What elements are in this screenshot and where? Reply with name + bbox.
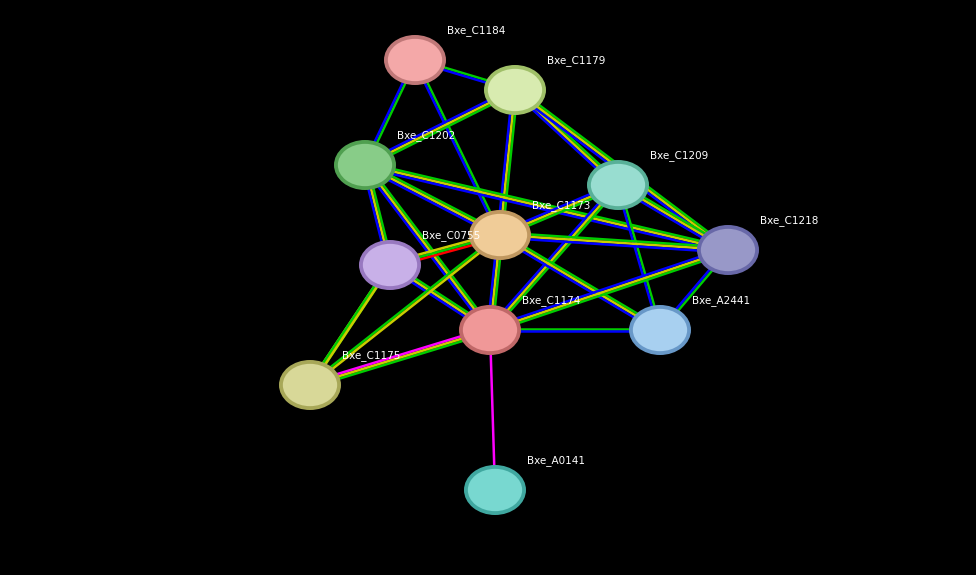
Text: Bxe_C1218: Bxe_C1218 [760,215,818,226]
Ellipse shape [632,308,688,352]
Text: Bxe_C1184: Bxe_C1184 [447,25,506,36]
Text: Bxe_C1174: Bxe_C1174 [522,295,581,306]
Ellipse shape [590,163,646,207]
Text: Bxe_A2441: Bxe_A2441 [692,295,751,306]
Ellipse shape [472,213,528,257]
Ellipse shape [467,468,523,512]
Text: Bxe_C1202: Bxe_C1202 [397,130,455,141]
Ellipse shape [484,65,546,115]
Ellipse shape [469,210,531,260]
Ellipse shape [487,68,543,112]
Ellipse shape [337,143,393,187]
Ellipse shape [587,160,649,210]
Ellipse shape [700,228,756,272]
Ellipse shape [362,243,418,287]
Ellipse shape [697,225,759,275]
Ellipse shape [459,305,521,355]
Ellipse shape [462,308,518,352]
Text: Bxe_C1179: Bxe_C1179 [547,55,605,66]
Ellipse shape [282,363,338,407]
Text: Bxe_C1209: Bxe_C1209 [650,150,709,161]
Ellipse shape [279,360,341,410]
Ellipse shape [464,465,526,515]
Ellipse shape [629,305,691,355]
Text: Bxe_A0141: Bxe_A0141 [527,455,585,466]
Ellipse shape [387,38,443,82]
Text: Bxe_C0755: Bxe_C0755 [422,230,480,241]
Ellipse shape [384,35,446,85]
Text: Bxe_C1173: Bxe_C1173 [532,200,590,211]
Ellipse shape [359,240,421,290]
Ellipse shape [334,140,396,190]
Text: Bxe_C1175: Bxe_C1175 [342,350,400,361]
